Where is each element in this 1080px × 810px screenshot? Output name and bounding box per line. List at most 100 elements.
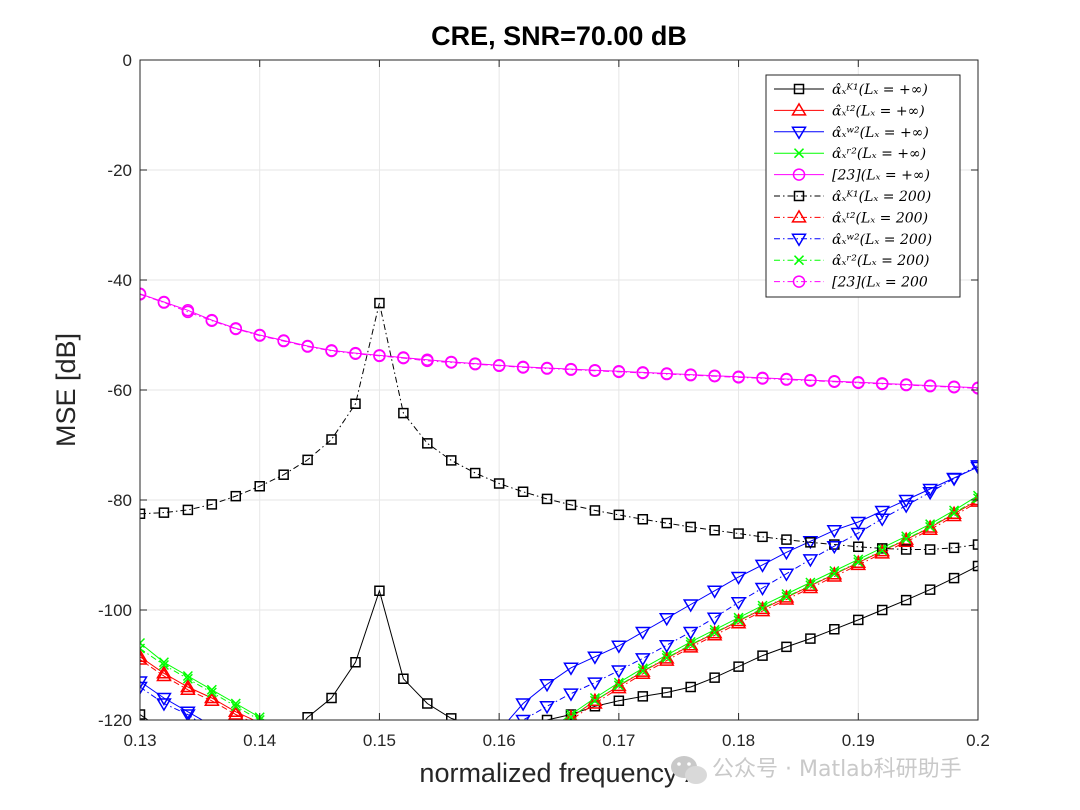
data-point-square [900,594,912,606]
x-tick-label: 0.14 [243,731,276,750]
data-point-x [661,652,672,663]
data-point-square [278,469,289,480]
data-point-circle [492,359,506,373]
data-point-triangle-down [778,547,795,561]
data-point-square [757,531,768,543]
series-layer [140,287,978,720]
data-point-circle [923,379,937,393]
series-line [140,293,978,389]
data-point-square [326,434,337,445]
data-point-triangle-up [156,668,172,682]
data-point-circle [780,373,793,386]
data-point-triangle-down [898,500,914,514]
series-line [140,499,978,720]
data-point-x [829,568,840,579]
data-point-triangle-down [539,701,555,715]
x-tick-label: 0.15 [363,731,396,750]
legend-label: α̂ₓᴷ¹(Lₓ = +∞) [832,82,928,98]
y-axis-label: MSE [dB] [51,333,81,447]
data-point-circle [852,376,865,390]
legend-entry: α̂ₓᴷ¹(Lₓ = 200) [774,189,931,205]
data-point-square [613,695,625,706]
data-point-triangle-down [563,662,579,676]
data-point-square [805,633,816,644]
data-point-triangle-down [515,714,531,720]
legend-label: [23](Lₓ = +∞) [832,168,930,184]
data-point-triangle-down [970,461,978,475]
data-point-triangle-down [180,706,196,720]
watermark-text: 公众号 · Matlab科研助手 [712,757,962,782]
data-point-square [469,467,481,479]
data-point-triangle-down [946,473,962,487]
legend-entry: α̂ₓᵗ²(Lₓ = +∞) [774,102,925,119]
data-point-triangle-up [791,102,807,116]
y-tick-label: -120 [98,711,132,730]
data-point-x [565,712,577,720]
data-point-circle [588,364,602,377]
data-point-square [709,525,720,536]
data-point-square [206,499,218,510]
data-point-x [949,508,960,519]
y-tick-label: 0 [123,51,132,70]
data-point-triangle-down [180,709,196,720]
data-point-triangle-down [658,639,675,654]
data-point-x [230,701,241,712]
legend: α̂ₓᴷ¹(Lₓ = +∞) α̂ₓᵗ²(Lₓ = +∞) α̂ₓʷ²(Lₓ = +… [765,74,961,298]
data-point-x [589,695,600,706]
data-point-circle [971,382,978,395]
data-point-triangle-down [874,505,891,519]
y-tick-label: -100 [98,601,132,620]
data-point-circle [349,347,362,360]
data-point-square [853,541,864,552]
data-point-x [901,534,912,545]
data-point-square [900,544,912,555]
wechat-icon [671,756,707,784]
data-point-triangle-up [204,692,220,706]
data-point-triangle-down [634,626,651,640]
data-point-square [661,687,672,698]
data-point-circle [792,168,806,181]
data-point-x [805,580,816,591]
data-point-square [972,560,978,572]
data-point-circle [875,377,889,391]
data-point-square [140,508,146,519]
data-point-circle [708,370,721,383]
data-point-triangle-up [140,648,148,662]
data-point-square [685,681,696,693]
data-point-triangle-down [791,233,807,247]
x-tick-label: 0.13 [123,731,156,750]
data-point-triangle-down [682,626,699,640]
data-point-circle [253,329,266,342]
data-point-triangle-down [515,698,531,712]
data-point-square [661,517,672,529]
data-point-triangle-down [539,679,555,693]
data-point-x [637,666,648,677]
data-point-square [446,455,457,466]
data-point-square [781,641,792,653]
legend-label: α̂ₓʳ²(Lₓ = +∞) [832,146,926,162]
data-point-square [685,521,696,533]
data-point-triangle-up [156,665,172,679]
data-point-circle [468,357,482,371]
data-point-square [733,661,744,672]
legend-label: α̂ₓʳ²(Lₓ = 200) [832,253,929,269]
data-point-circle [792,275,806,288]
legend-entry: α̂ₓʳ²(Lₓ = 200) [774,253,929,269]
data-point-circle [804,374,817,387]
data-point-x [972,490,978,501]
data-point-triangle-up [180,681,196,695]
data-point-triangle-up [227,703,244,717]
data-point-triangle-down [850,516,867,530]
data-point-triangle-down [922,487,938,501]
data-point-triangle-down [682,599,699,613]
data-point-circle [373,349,386,363]
data-point-square [757,650,768,661]
data-point-square [853,614,864,626]
series-7 [140,460,978,720]
data-point-triangle-down [826,525,843,539]
series-line [140,293,978,389]
data-point-triangle-down [587,651,603,665]
data-point-square [374,297,385,309]
data-point-x [793,255,805,266]
